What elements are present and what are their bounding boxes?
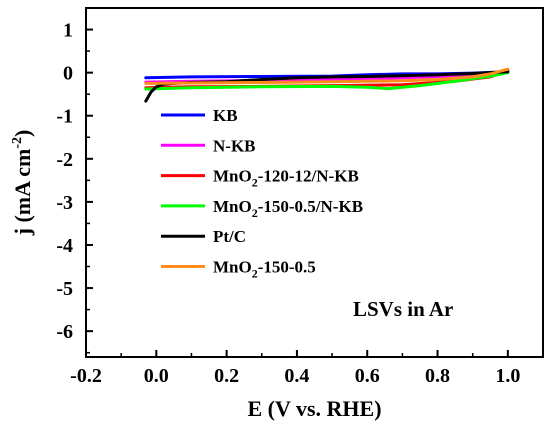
legend-label: MnO2-150-0.5/N-KB [213, 197, 363, 220]
y-axis: 1 0 -1 -2 -3 -4 -5 -6 [56, 20, 93, 354]
y-tick-label: -1 [56, 106, 73, 128]
series-line [144, 67, 510, 85]
y-tick-label: -4 [56, 235, 73, 257]
y-axis-title: j (mA cm-2) [10, 130, 35, 237]
x-tick-label: 0.6 [355, 365, 380, 387]
y-axis-title-main: j (mA cm [10, 149, 35, 237]
x-tick-label: 0.0 [144, 365, 169, 387]
series-line [144, 70, 510, 103]
y-axis-title-close: ) [10, 130, 35, 137]
x-tick-label: 0.8 [425, 365, 450, 387]
legend: KB N-KB MnO2-120-12/N-KB MnO2-150-0.5/N-KB P… [161, 106, 363, 281]
series-line [144, 71, 510, 91]
legend-label: Pt/C [213, 227, 246, 246]
plot-frame [85, 7, 544, 358]
x-axis-title: E (V vs. RHE) [247, 396, 381, 421]
x-tick-label: -0.2 [70, 365, 102, 387]
legend-label: KB [213, 106, 238, 125]
y-tick-label: -2 [56, 149, 73, 171]
legend-label: MnO2-120-12/N-KB [213, 167, 359, 190]
y-tick-label: 0 [63, 63, 73, 85]
y-tick-label: -5 [56, 278, 73, 300]
series-lines [144, 67, 510, 103]
svg-text:j (mA cm-2): j (mA cm-2) [10, 130, 35, 237]
y-tick-label: 1 [63, 20, 73, 42]
y-axis-title-sup: -2 [10, 137, 25, 149]
legend-label: MnO2-150-0.5 [213, 258, 316, 281]
y-tick-label: -3 [56, 192, 73, 214]
x-tick-label: 1.0 [495, 365, 520, 387]
x-tick-label: 0.4 [284, 365, 309, 387]
x-tick-label: 0.2 [214, 365, 239, 387]
y-tick-label: -6 [56, 321, 73, 343]
chart-annotation: LSVs in Ar [353, 297, 453, 321]
legend-label: N-KB [213, 136, 256, 155]
x-axis: -0.2 0.0 0.2 0.4 0.6 0.8 1.0 [70, 350, 520, 387]
